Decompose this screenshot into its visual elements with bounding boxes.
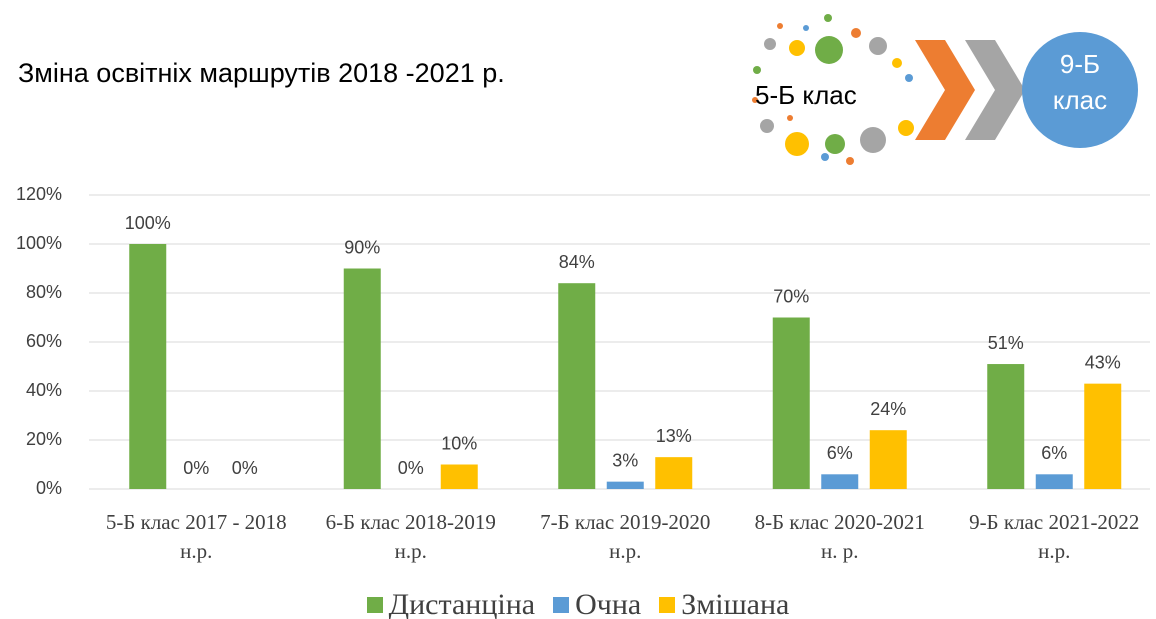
legend-item: Дистанціна	[367, 588, 535, 619]
data-label: 0%	[183, 458, 209, 478]
y-tick-label: 40%	[26, 380, 62, 400]
y-tick-label: 20%	[26, 429, 62, 449]
data-label: 13%	[656, 426, 692, 446]
legend-swatch	[553, 597, 569, 613]
legend-item: Змішана	[659, 588, 789, 619]
data-label: 43%	[1085, 352, 1121, 372]
data-label: 24%	[870, 399, 906, 419]
bar	[558, 283, 595, 489]
legend-label: Змішана	[681, 588, 789, 619]
legend-item: Очна	[553, 588, 641, 619]
legend-swatch	[659, 597, 675, 613]
bar	[1036, 474, 1073, 489]
legend-swatch	[367, 597, 383, 613]
data-label: 6%	[827, 443, 853, 463]
bar	[655, 457, 692, 489]
bar	[441, 465, 478, 490]
bar	[607, 482, 644, 489]
data-label: 90%	[344, 237, 380, 257]
data-label: 51%	[988, 333, 1024, 353]
page: 0% 20% 40% 60% 80% 100% 120% 100% 0% 0% 90% 0% 10% 84…	[0, 0, 1156, 619]
bar	[821, 474, 858, 489]
y-tick-label: 100%	[16, 233, 62, 253]
data-label: 3%	[612, 450, 638, 470]
legend-label: Дистанціна	[389, 588, 535, 619]
data-label: 0%	[398, 458, 424, 478]
y-tick-label: 80%	[26, 282, 62, 302]
data-label: 0%	[232, 458, 258, 478]
x-tick-label: 8-Б клас 2020-2021 н. р.	[745, 508, 935, 566]
legend: Дистанціна Очна Змішана	[0, 588, 1156, 619]
x-tick-label: 5-Б клас 2017 - 2018 н.р.	[101, 508, 291, 566]
bar	[1084, 384, 1121, 489]
bar	[129, 244, 166, 489]
y-tick-label: 0%	[36, 478, 62, 498]
data-label: 6%	[1041, 443, 1067, 463]
y-tick-label: 120%	[16, 184, 62, 204]
data-label: 100%	[125, 213, 171, 233]
x-tick-label: 7-Б клас 2019-2020 н.р.	[530, 508, 720, 566]
chart-title: Зміна освітніх маршрутів 2018 -2021 р.	[18, 58, 505, 89]
legend-label: Очна	[575, 588, 641, 619]
badge-from: 5-Б клас	[755, 80, 857, 111]
bar	[987, 364, 1024, 489]
badge-to: 9-Б клас	[1030, 46, 1130, 118]
bar	[773, 318, 810, 490]
bar	[344, 269, 381, 490]
data-label: 10%	[441, 433, 477, 453]
x-tick-label: 6-Б клас 2018-2019 н.р.	[316, 508, 506, 566]
x-tick-label: 9-Б клас 2021-2022 н.р.	[959, 508, 1149, 566]
bar	[870, 430, 907, 489]
data-label: 84%	[559, 252, 595, 272]
y-tick-label: 60%	[26, 331, 62, 351]
data-label: 70%	[773, 286, 809, 306]
